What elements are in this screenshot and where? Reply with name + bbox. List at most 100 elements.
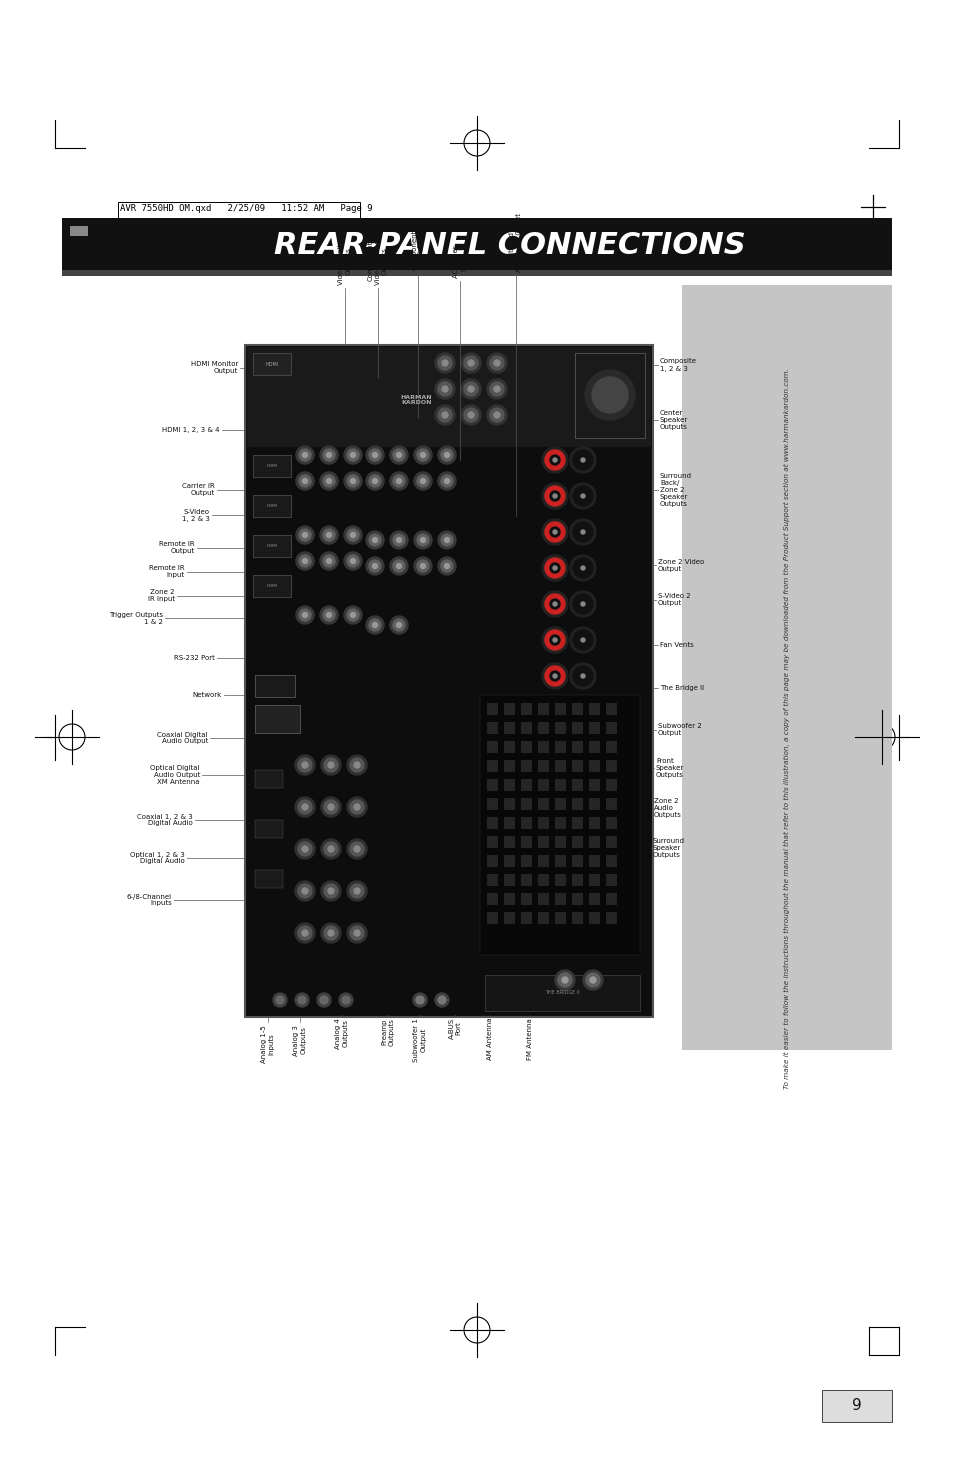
Circle shape — [416, 996, 423, 1004]
Circle shape — [437, 445, 456, 465]
Bar — [564, 881, 575, 894]
Circle shape — [297, 884, 312, 898]
Circle shape — [319, 996, 328, 1004]
Circle shape — [294, 755, 314, 774]
Bar — [613, 780, 622, 794]
Bar — [605, 721, 617, 735]
Circle shape — [416, 475, 429, 487]
Text: Fan Vents: Fan Vents — [659, 642, 693, 648]
Circle shape — [578, 527, 587, 537]
Circle shape — [550, 454, 559, 465]
Circle shape — [328, 847, 334, 853]
Bar — [486, 704, 497, 715]
Circle shape — [541, 482, 567, 509]
Circle shape — [295, 445, 314, 465]
Circle shape — [396, 478, 401, 484]
Circle shape — [302, 612, 307, 618]
Bar — [486, 912, 497, 923]
Text: Surround
Speaker
Outputs: Surround Speaker Outputs — [652, 838, 684, 858]
Bar — [564, 780, 575, 794]
Text: Analog 4
Outputs: Analog 4 Outputs — [335, 1018, 348, 1049]
Bar — [613, 799, 622, 814]
Bar — [572, 836, 582, 848]
Circle shape — [326, 453, 331, 457]
Bar — [500, 720, 511, 735]
Bar — [533, 900, 542, 914]
Circle shape — [319, 472, 337, 490]
Bar — [597, 780, 606, 794]
Circle shape — [326, 532, 331, 537]
Circle shape — [354, 847, 359, 853]
Circle shape — [420, 453, 425, 457]
Bar — [572, 779, 582, 791]
Circle shape — [437, 558, 456, 575]
Circle shape — [573, 594, 593, 614]
Bar — [520, 836, 532, 848]
Bar — [564, 701, 575, 714]
Bar — [62, 218, 891, 270]
Circle shape — [592, 378, 627, 413]
Bar — [548, 860, 558, 875]
Bar — [517, 839, 526, 854]
Bar — [588, 836, 599, 848]
Circle shape — [416, 448, 429, 462]
Bar — [605, 779, 617, 791]
Bar — [548, 820, 558, 833]
Circle shape — [440, 534, 453, 546]
Bar — [520, 855, 532, 867]
Circle shape — [297, 799, 312, 814]
Bar — [500, 920, 511, 934]
Bar — [254, 705, 299, 733]
Circle shape — [444, 537, 449, 543]
Circle shape — [393, 475, 405, 487]
Circle shape — [435, 379, 455, 400]
Circle shape — [544, 558, 564, 578]
Circle shape — [297, 758, 312, 771]
Circle shape — [320, 755, 340, 774]
Text: HDMI Monitor
Output: HDMI Monitor Output — [191, 361, 237, 375]
Circle shape — [541, 555, 567, 581]
Circle shape — [544, 594, 564, 614]
Circle shape — [298, 448, 311, 462]
Circle shape — [573, 667, 593, 686]
Bar — [548, 839, 558, 854]
Bar — [486, 875, 497, 886]
Bar — [613, 881, 622, 894]
Bar — [253, 575, 291, 597]
Bar — [605, 760, 617, 771]
Bar — [548, 740, 558, 754]
Circle shape — [541, 519, 567, 544]
Bar — [605, 912, 617, 923]
Circle shape — [344, 527, 361, 544]
Circle shape — [273, 993, 287, 1007]
Bar — [500, 820, 511, 833]
Bar — [537, 836, 548, 848]
Text: Trigger Outputs
1 & 2: Trigger Outputs 1 & 2 — [109, 612, 163, 624]
Circle shape — [350, 799, 364, 814]
Circle shape — [413, 993, 427, 1007]
Circle shape — [553, 494, 557, 499]
Bar — [486, 817, 497, 829]
Bar — [484, 900, 495, 914]
Bar — [254, 820, 283, 838]
Circle shape — [414, 445, 432, 465]
Circle shape — [580, 639, 584, 642]
Bar — [503, 740, 515, 754]
Bar — [517, 820, 526, 833]
Circle shape — [460, 406, 480, 425]
Circle shape — [354, 931, 359, 937]
Bar — [605, 740, 617, 754]
Circle shape — [347, 530, 358, 541]
Bar — [130, 285, 678, 1050]
Bar — [613, 720, 622, 735]
Bar — [597, 920, 606, 934]
Circle shape — [578, 636, 587, 645]
Bar — [613, 760, 622, 774]
Circle shape — [295, 552, 314, 569]
Circle shape — [435, 993, 449, 1007]
Bar — [247, 347, 650, 447]
Bar — [597, 740, 606, 754]
Bar — [503, 779, 515, 791]
Bar — [517, 760, 526, 774]
Circle shape — [463, 355, 477, 370]
